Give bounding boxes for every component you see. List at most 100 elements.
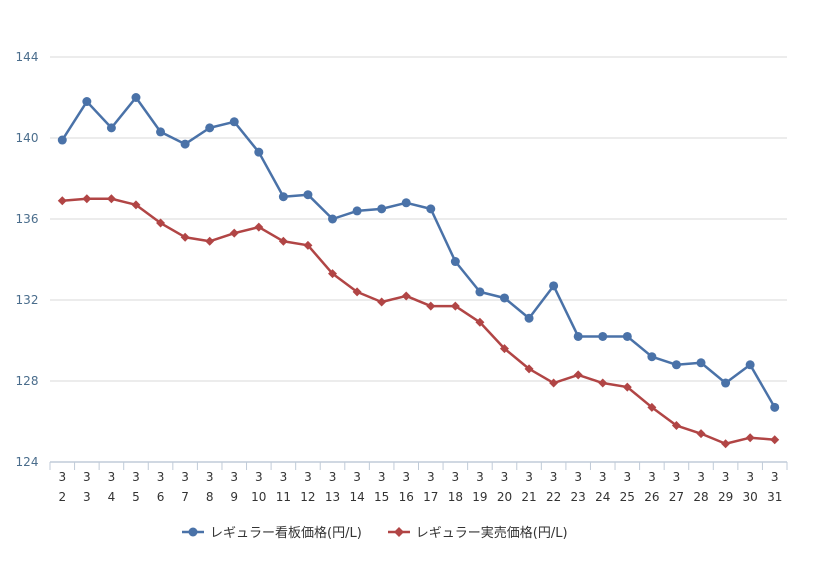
- data-point-actual: [549, 378, 559, 388]
- data-point-signboard: [770, 402, 780, 412]
- data-point-signboard: [499, 293, 509, 303]
- x-tick-label-month: 3: [402, 470, 410, 484]
- x-tick-label-day: 2: [58, 490, 66, 504]
- x-tick-label-month: 3: [599, 470, 607, 484]
- data-point-actual: [524, 364, 534, 374]
- data-point-signboard: [450, 257, 460, 267]
- x-tick-label-month: 3: [108, 470, 116, 484]
- x-tick-label-day: 8: [206, 490, 214, 504]
- x-tick-label-day: 26: [644, 490, 659, 504]
- x-tick-label-month: 3: [722, 470, 730, 484]
- x-tick-label-month: 3: [304, 470, 312, 484]
- x-tick-label-day: 3: [83, 490, 91, 504]
- x-tick-label-day: 24: [595, 490, 610, 504]
- data-point-actual: [598, 378, 608, 388]
- data-point-signboard: [278, 192, 288, 202]
- x-tick-label-month: 3: [280, 470, 288, 484]
- legend-item-actual[interactable]: レギュラー実売価格(円/L): [387, 522, 568, 541]
- data-point-actual: [303, 240, 313, 250]
- data-point-signboard: [57, 135, 67, 145]
- x-tick-label-day: 22: [546, 490, 561, 504]
- x-tick-label-day: 15: [374, 490, 389, 504]
- series-line-1: [62, 197, 775, 446]
- x-tick-label-day: 31: [767, 490, 782, 504]
- x-tick-label-month: 3: [574, 470, 582, 484]
- legend-item-signboard[interactable]: レギュラー看板価格(円/L): [182, 522, 362, 541]
- x-tick-label-day: 7: [181, 490, 189, 504]
- x-tick-label-day: 5: [132, 490, 140, 504]
- data-point-actual: [254, 222, 264, 232]
- x-tick-label-month: 3: [452, 470, 460, 484]
- x-tick-label-day: 20: [497, 490, 512, 504]
- x-tick-label-day: 10: [251, 490, 266, 504]
- data-point-actual: [106, 194, 116, 204]
- legend: レギュラー看板価格(円/L) レギュラー実売価格(円/L): [182, 522, 568, 541]
- data-point-signboard: [352, 206, 362, 216]
- data-point-signboard: [573, 331, 583, 341]
- y-axis: 124 128 132 136 140 144: [16, 50, 39, 469]
- data-point-signboard: [401, 198, 411, 208]
- x-tick-label-day: 9: [230, 490, 238, 504]
- x-tick-label-day: 11: [276, 490, 291, 504]
- data-point-actual: [671, 421, 681, 431]
- x-tick-label-day: 13: [325, 490, 340, 504]
- x-tick-label-month: 3: [181, 470, 189, 484]
- data-point-signboard: [721, 378, 731, 388]
- x-tick-label-month: 3: [206, 470, 214, 484]
- data-point-actual: [131, 200, 141, 210]
- x-tick-label-day: 12: [300, 490, 315, 504]
- x-tick-label-month: 3: [329, 470, 337, 484]
- data-point-signboard: [622, 331, 632, 341]
- x-tick-label-day: 21: [521, 490, 536, 504]
- x-tick-label-month: 3: [501, 470, 509, 484]
- data-point-actual: [745, 433, 755, 443]
- x-tick-label-month: 3: [673, 470, 681, 484]
- data-point-signboard: [180, 139, 190, 149]
- x-tick-label-month: 3: [58, 470, 66, 484]
- x-tick-label-month: 3: [697, 470, 705, 484]
- x-tick-label-month: 3: [83, 470, 91, 484]
- series-line-0: [61, 96, 776, 408]
- data-point-signboard: [745, 360, 755, 370]
- data-point-signboard: [254, 147, 264, 157]
- x-tick-label-month: 3: [353, 470, 361, 484]
- x-tick-label-month: 3: [157, 470, 165, 484]
- x-tick-label-month: 3: [255, 470, 263, 484]
- data-point-signboard: [229, 117, 239, 127]
- x-tick-label-day: 4: [108, 490, 116, 504]
- data-point-signboard: [549, 281, 559, 291]
- data-point-actual: [82, 194, 92, 204]
- data-point-actual: [721, 439, 731, 449]
- data-point-signboard: [82, 97, 92, 107]
- data-point-signboard: [475, 287, 485, 297]
- x-tick-label-day: 16: [399, 490, 414, 504]
- data-point-actual: [180, 232, 190, 242]
- data-point-signboard: [328, 214, 338, 224]
- y-tick-label: 140: [16, 131, 39, 145]
- data-point-signboard: [303, 190, 313, 200]
- x-tick-label-month: 3: [427, 470, 435, 484]
- legend-diamond-marker-icon: [387, 526, 410, 537]
- data-point-signboard: [426, 204, 436, 214]
- y-tick-label: 136: [16, 212, 39, 226]
- x-tick-label-day: 14: [349, 490, 364, 504]
- data-point-signboard: [377, 204, 387, 214]
- x-tick-label-month: 3: [378, 470, 386, 484]
- x-tick-label-month: 3: [525, 470, 533, 484]
- data-point-actual: [647, 402, 657, 412]
- series-layer: [57, 93, 780, 449]
- data-point-actual: [499, 344, 509, 354]
- data-point-actual: [328, 269, 338, 279]
- data-point-signboard: [696, 358, 706, 368]
- data-point-signboard: [524, 313, 534, 323]
- legend-label-signboard: レギュラー看板価格(円/L): [210, 526, 362, 541]
- x-tick-label-month: 3: [476, 470, 484, 484]
- data-point-signboard: [647, 352, 657, 362]
- y-tick-label: 124: [16, 455, 39, 469]
- data-point-actual: [352, 287, 362, 297]
- y-tick-label: 144: [16, 50, 39, 64]
- data-point-actual: [475, 317, 485, 327]
- x-tick-label-day: 23: [571, 490, 586, 504]
- data-point-actual: [205, 236, 215, 246]
